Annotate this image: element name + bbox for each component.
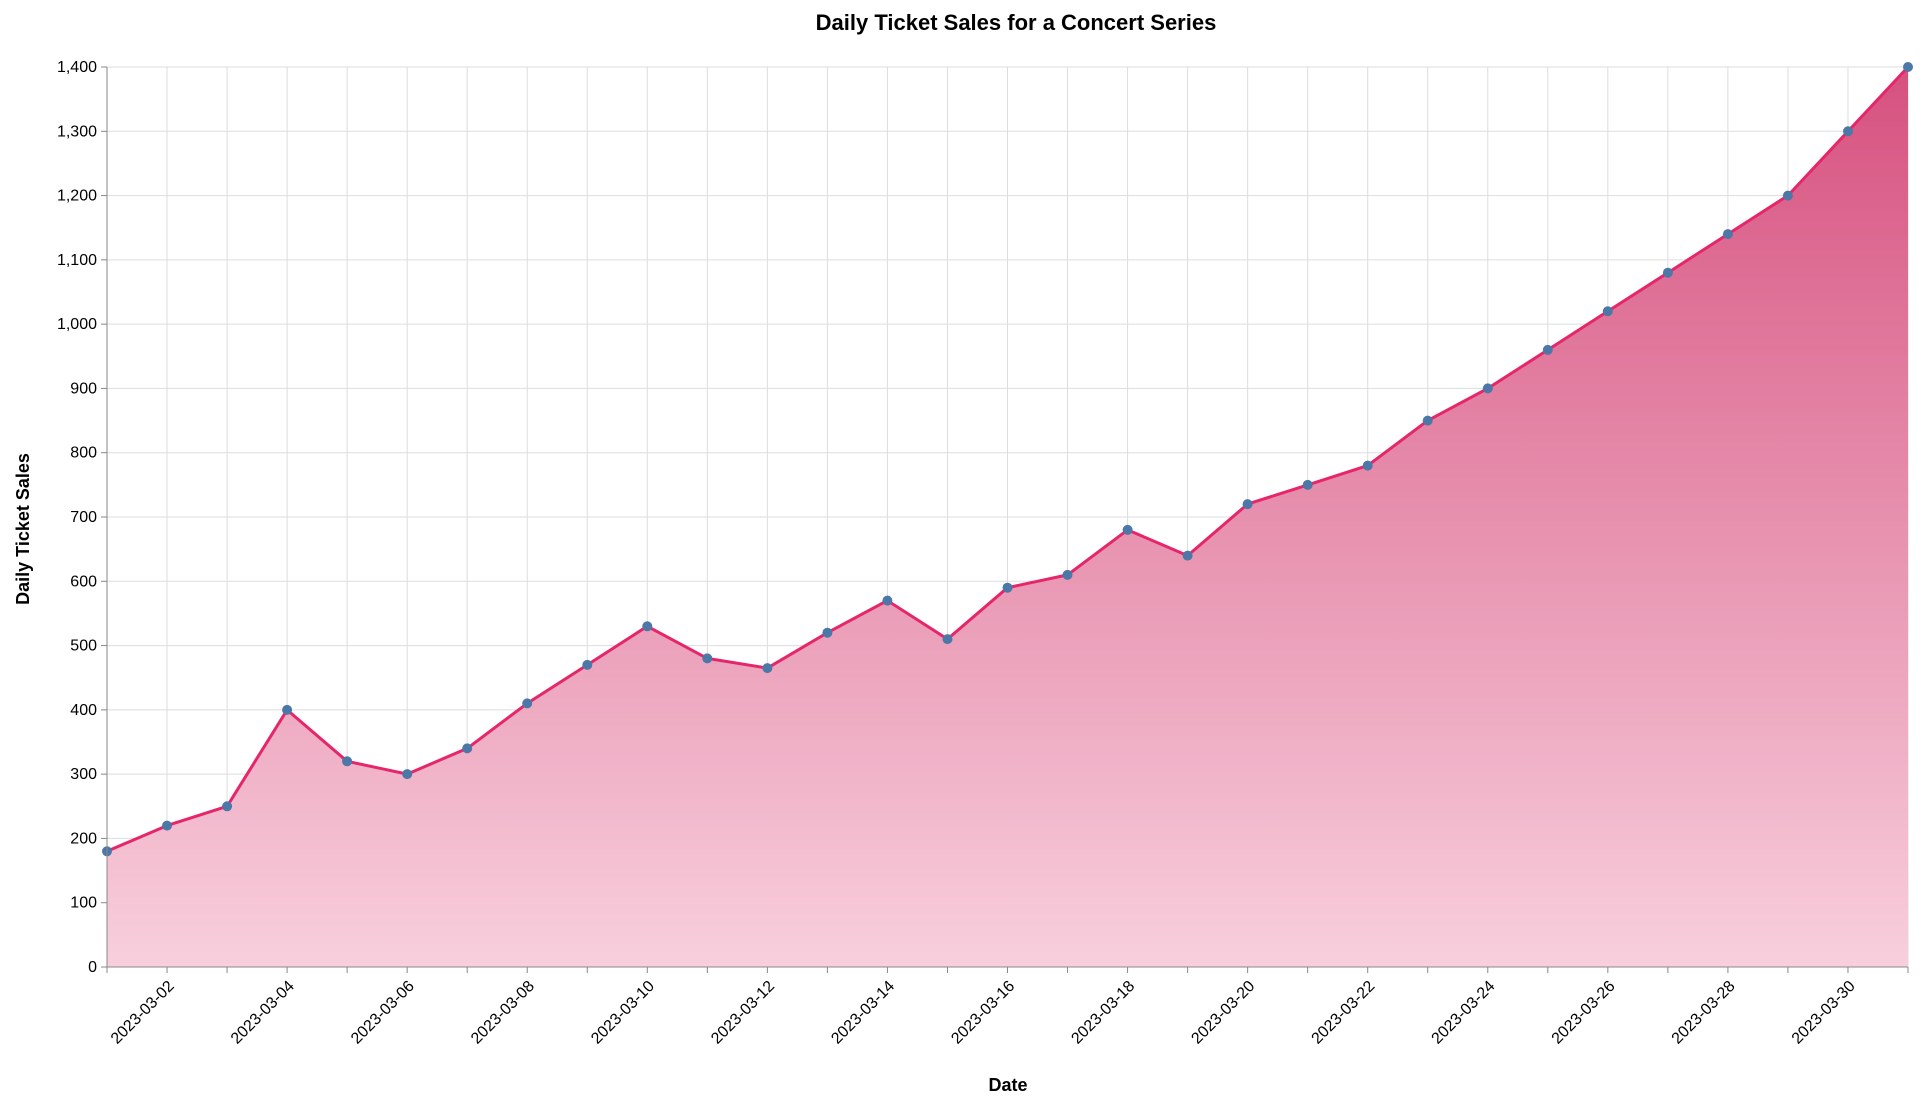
x-tick-label: 2023-03-28 (1669, 978, 1739, 1048)
data-point (1062, 569, 1073, 580)
x-tick-label: 2023-03-02 (108, 978, 178, 1048)
data-point (942, 634, 953, 645)
data-point (642, 621, 653, 632)
data-point (162, 820, 172, 831)
y-tick-label: 800 (70, 445, 97, 462)
data-point (402, 769, 413, 780)
x-tick-label: 2023-03-10 (588, 978, 658, 1048)
x-axis-title: Date (988, 1075, 1027, 1095)
y-tick-label: 0 (88, 959, 97, 976)
x-tick-label: 2023-03-04 (228, 978, 298, 1048)
y-tick-label: 700 (70, 509, 97, 526)
data-points (102, 62, 1913, 857)
x-tick-label: 2023-03-30 (1789, 978, 1859, 1048)
area-fill (107, 67, 1908, 967)
data-point (1362, 460, 1373, 471)
y-tick-label: 400 (70, 702, 97, 719)
data-point (1662, 267, 1673, 278)
y-tick-label: 1,100 (57, 252, 97, 269)
data-point (1182, 550, 1193, 561)
data-point (1843, 126, 1853, 137)
x-tick-label: 2023-03-14 (828, 978, 898, 1048)
data-point (522, 698, 533, 709)
data-point (1002, 582, 1013, 593)
y-tick-label: 100 (70, 895, 97, 912)
data-point (1722, 229, 1733, 240)
data-point (702, 653, 713, 664)
data-point (1542, 344, 1553, 355)
data-point (1302, 479, 1313, 490)
x-axis: 2023-03-02 2023-03-04 2023-03-06 2023-03-08… (106, 966, 1909, 1048)
data-point (1242, 499, 1253, 510)
y-tick-label: 500 (70, 638, 97, 655)
data-point (462, 743, 473, 754)
y-tick-label: 200 (70, 830, 97, 847)
data-point (1122, 524, 1133, 535)
data-point (1782, 190, 1793, 201)
x-tick-label: 2023-03-24 (1429, 978, 1499, 1048)
data-point (762, 663, 773, 674)
x-tick-label: 2023-03-26 (1549, 978, 1619, 1048)
y-tick-label: 600 (70, 573, 97, 590)
y-tick-label: 900 (70, 380, 97, 397)
data-point (882, 595, 893, 606)
data-point (1903, 62, 1913, 72)
data-point (1602, 306, 1613, 317)
x-tick-label: 2023-03-08 (468, 978, 538, 1048)
data-point (582, 659, 593, 670)
x-tick-label: 2023-03-20 (1188, 978, 1258, 1048)
y-axis: 0 100 200 300 400 500 600 700 800 900 1,000 1,100 1,… (57, 59, 108, 976)
x-tick-label: 2023-03-16 (948, 978, 1018, 1048)
y-tick-label: 1,400 (57, 59, 97, 76)
y-tick-label: 1,300 (57, 123, 97, 140)
x-tick-label: 2023-03-06 (348, 978, 418, 1048)
data-point (222, 801, 233, 812)
x-tick-label: 2023-03-22 (1309, 978, 1379, 1048)
data-point (342, 756, 353, 767)
data-point (1422, 415, 1433, 426)
chart-title: Daily Ticket Sales for a Concert Series (816, 10, 1217, 35)
data-point (1482, 383, 1493, 394)
x-tick-label: 2023-03-12 (708, 978, 778, 1048)
data-point (822, 627, 833, 638)
y-axis-title: Daily Ticket Sales (13, 453, 33, 605)
data-point (282, 704, 293, 715)
y-tick-label: 300 (70, 766, 97, 783)
y-tick-label: 1,200 (57, 188, 97, 205)
x-tick-label: 2023-03-18 (1068, 978, 1138, 1048)
y-tick-label: 1,000 (57, 316, 97, 333)
